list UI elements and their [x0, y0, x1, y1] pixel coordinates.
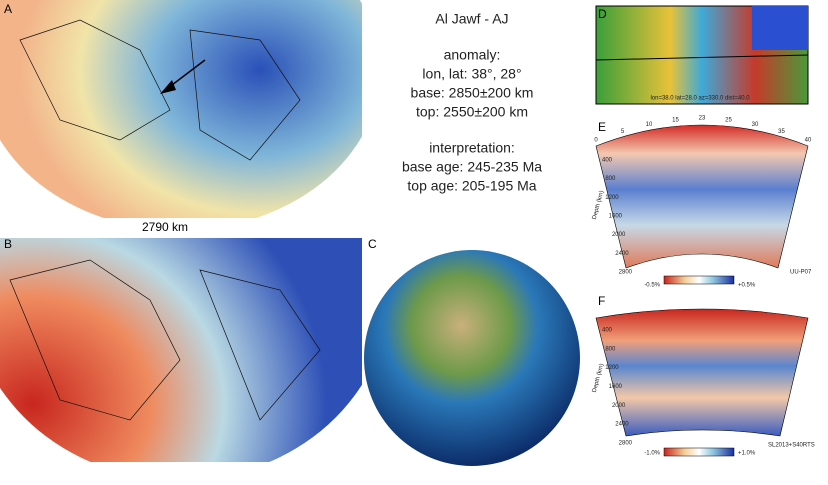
- depth-tick-label: 2800: [619, 270, 633, 276]
- panel-label: C: [368, 237, 377, 251]
- inset: [752, 6, 808, 50]
- cbar-label: +0.5%: [738, 283, 756, 289]
- depth-tick-label: 2400: [615, 251, 629, 257]
- cbar-label: -0.5%: [644, 283, 660, 289]
- info: Al Jawf - AJ anomaly: lon, lat: 38°, 28°…: [402, 11, 542, 194]
- depth-tick-label: 400: [602, 158, 613, 164]
- colorbar: [663, 275, 735, 285]
- axis-title: Depth (km): [592, 190, 605, 220]
- depth-tick-label: 400: [602, 328, 613, 334]
- map-b: [0, 238, 362, 462]
- depth-tick-label: 2800: [619, 441, 633, 447]
- text: base: 2850±200 km: [411, 85, 534, 101]
- map-a: [0, 0, 362, 218]
- section-f: [595, 308, 809, 437]
- depth-tick-label: 2400: [615, 422, 629, 428]
- text: anomaly:: [444, 47, 501, 63]
- text: top age: 205-195 Ma: [407, 178, 536, 194]
- depth-tick-label: 1600: [609, 384, 623, 390]
- depth-tick-label: 1200: [605, 195, 619, 201]
- text: interpretation:: [429, 140, 515, 156]
- scale-label: 2790 km: [142, 220, 188, 234]
- text: lon, lat: 38°, 28°: [422, 66, 521, 82]
- top-tick-label: 23: [699, 116, 706, 122]
- depth-tick-label: 800: [605, 346, 616, 352]
- depth-tick-label: 2000: [612, 403, 626, 409]
- caption: lon=38.0 lat=28.0 az=330.0 dist=40.0: [650, 96, 750, 102]
- panel-label: D: [598, 7, 607, 21]
- top-tick-label: 25: [725, 117, 732, 123]
- cbar-label: -1.0%: [644, 451, 660, 457]
- depth-tick-label: 1200: [605, 365, 619, 371]
- title: Al Jawf - AJ: [435, 11, 508, 27]
- panel-label: F: [598, 294, 605, 308]
- depth-tick-label: 1600: [609, 214, 623, 220]
- model-label: UU-P07: [790, 270, 812, 276]
- profile-line: [595, 54, 809, 61]
- colorbar: [663, 447, 735, 457]
- top-tick-label: 0: [594, 138, 598, 144]
- ticks: 0 5 10 15 23 25 30 35 40 400 800 1200 1600 2000 2400 28…: [594, 116, 812, 447]
- cbar-label: +1.0%: [738, 451, 756, 457]
- top-tick-label: 15: [672, 117, 679, 123]
- top-tick-label: 5: [621, 129, 625, 135]
- section-e: [595, 124, 809, 269]
- top-tick-label: 40: [805, 138, 812, 144]
- text: base age: 245-235 Ma: [402, 159, 542, 175]
- panel-label: B: [4, 237, 12, 251]
- globe: [364, 250, 580, 466]
- panel-label: E: [598, 120, 606, 134]
- top-tick-label: 30: [752, 122, 759, 128]
- top-tick-label: 10: [646, 122, 653, 128]
- depth-tick-label: 2000: [612, 232, 626, 238]
- top-tick-label: 35: [778, 129, 785, 135]
- axis-title: Depth (km): [592, 363, 605, 393]
- text: top: 2550±200 km: [416, 104, 528, 120]
- depth-tick-label: 800: [605, 176, 616, 182]
- model-label: SL2013+S40RTS: [768, 443, 815, 449]
- panel-label: A: [4, 2, 12, 16]
